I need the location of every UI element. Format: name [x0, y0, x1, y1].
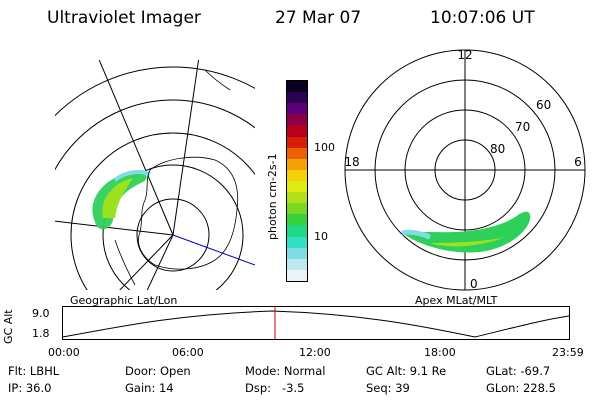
colorbar-swatch: [287, 247, 307, 259]
date-label: 27 Mar 07: [275, 8, 362, 28]
dsp-value: Dsp: -3.5: [245, 381, 305, 395]
mode-value: Mode: Normal: [245, 364, 326, 378]
lat-circle: [55, 99, 255, 171]
mlt-label-0: 0: [470, 277, 478, 291]
colorbar-swatch: [287, 125, 307, 137]
ip-value: IP: 36.0: [8, 381, 52, 395]
meridian: [172, 60, 200, 236]
geo-panel-label: Geographic Lat/Lon: [70, 294, 178, 307]
plot-frame: [62, 306, 570, 340]
apex-polar-plot: 12 18 6 0 60 70 80: [344, 48, 586, 291]
seq-value: Seq: 39: [366, 381, 410, 395]
gc-alt-value: GC Alt: 9.1 Re: [366, 364, 447, 378]
alt-xtick-2359: 23:59: [552, 346, 584, 359]
alt-xtick-1200: 12:00: [299, 346, 331, 359]
mlt-label-18: 18: [344, 155, 359, 169]
mlat-label-80: 80: [490, 142, 505, 156]
app-title: Ultraviolet Imager: [47, 8, 201, 28]
colorbar-tick-10: 10: [314, 230, 328, 243]
colorbar-swatch: [287, 181, 307, 193]
alt-plot-ylabel: GC Alt: [2, 309, 15, 344]
colorbar-swatch: [287, 81, 307, 93]
aurora-fringe: [113, 170, 151, 182]
colorbar-swatch: [287, 147, 307, 159]
terminator-line: [172, 234, 255, 266]
meridian: [55, 220, 174, 236]
lat-circle: [102, 164, 244, 290]
coastline: [204, 69, 231, 91]
door-value: Door: Open: [125, 364, 191, 378]
glon-value: GLon: 228.5: [486, 381, 556, 395]
mlt-label-12: 12: [457, 48, 472, 62]
colorbar-swatch: [287, 225, 307, 237]
lat-circle: [136, 198, 210, 272]
apex-panel-label: Apex MLat/MLT: [415, 294, 498, 307]
aurora-core: [102, 178, 133, 218]
colorbar-unit-label: photon cm-2s-1: [266, 153, 279, 240]
lat-circle: [70, 132, 255, 290]
colorbar-swatch: [287, 114, 307, 126]
aurora-oval-emission: [405, 211, 531, 253]
aurora-oval-fringe: [401, 229, 431, 240]
alt-xtick-1800: 18:00: [424, 346, 456, 359]
colorbar-swatch: [287, 214, 307, 226]
time-label: 10:07:06 UT: [430, 8, 535, 28]
antarctica-coastline: [138, 156, 239, 270]
meridian: [119, 234, 174, 290]
colorbar-swatch: [287, 92, 307, 104]
lat-circle: [55, 66, 255, 117]
meridian: [146, 234, 174, 290]
colorbar-swatch: [287, 103, 307, 115]
colorbar-swatch: [287, 203, 307, 215]
colorbar-swatch: [287, 136, 307, 148]
colorbar-swatch: [287, 169, 307, 182]
colorbar-swatch: [287, 269, 307, 281]
mlt-label-6: 6: [574, 155, 582, 169]
flt-value: Flt: LBHL: [8, 364, 60, 378]
colorbar-swatch: [287, 158, 307, 170]
alt-xtick-0600: 06:00: [172, 346, 204, 359]
geographic-map: [55, 60, 255, 290]
aurora-oval-core: [430, 237, 505, 247]
colorbar-swatch: [287, 192, 307, 204]
coastline: [114, 239, 136, 286]
altitude-curve: [62, 310, 570, 338]
gain-value: Gain: 14: [125, 381, 174, 395]
glat-value: GLat: -69.7: [486, 364, 551, 378]
colorbar-swatch: [287, 258, 307, 270]
colorbar-swatch: [287, 236, 307, 248]
mlat-label-70: 70: [515, 120, 530, 134]
meridian: [98, 60, 174, 236]
mlat-label-60: 60: [536, 98, 551, 112]
colorbar: [286, 80, 308, 282]
alt-ytick-1-8: 1.8: [32, 327, 50, 340]
alt-xtick-0000: 00:00: [48, 346, 80, 359]
colorbar-tick-100: 100: [314, 141, 335, 154]
altitude-plot: [62, 306, 570, 340]
alt-ytick-9: 9.0: [32, 307, 50, 320]
